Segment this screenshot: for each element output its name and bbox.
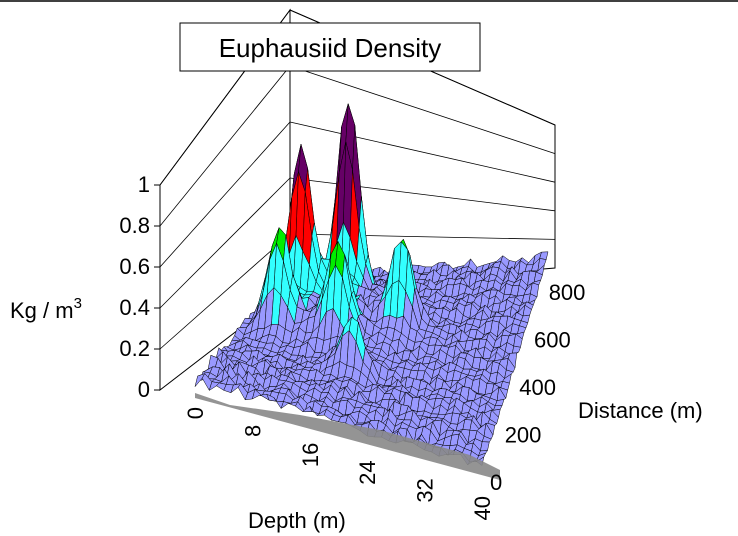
- surface-cell: [480, 441, 490, 452]
- wall-gridline: [289, 121, 556, 183]
- y-tick-label: 600: [534, 327, 571, 352]
- x-axis-label: Depth (m): [248, 508, 346, 533]
- z-tick-label: 0.8: [119, 213, 150, 238]
- y-axis-label: Distance (m): [578, 398, 703, 423]
- x-tick-label: 8: [240, 425, 265, 437]
- title-box: [179, 22, 481, 72]
- wall-gridline: [159, 177, 291, 309]
- z-axis-label: Kg / m3: [10, 295, 82, 323]
- z-tick-label: 0.6: [119, 254, 150, 279]
- z-tick-label: 0.4: [119, 295, 150, 320]
- chart-title: Euphausiid Density: [219, 33, 442, 63]
- wall-gridline: [289, 177, 556, 212]
- floor-base: [195, 393, 500, 480]
- wall-gridline: [159, 121, 291, 268]
- z-tick-label: 0: [138, 377, 150, 402]
- z-axis-ticks: 0 0.2 0.4 0.6 0.8 1: [119, 172, 161, 402]
- y-tick-label: 800: [549, 280, 586, 305]
- y-tick-label: 400: [519, 375, 556, 400]
- x-tick-label: 32: [413, 478, 438, 502]
- x-tick-label: 0: [183, 407, 208, 419]
- z-tick-label: 1: [138, 172, 150, 197]
- y-tick-label: 200: [505, 422, 542, 447]
- x-axis-ticks: 0 8 16 24 32 40: [183, 407, 495, 520]
- wall-gridline: [159, 65, 291, 227]
- wall-gridline: [289, 65, 556, 154]
- z-tick-label: 0.2: [119, 336, 150, 361]
- x-tick-label: 40: [470, 496, 495, 520]
- wall-gridline: [159, 233, 291, 350]
- x-tick-label: 16: [298, 443, 323, 467]
- y-tick-label: 0: [490, 470, 502, 495]
- x-tick-label: 24: [355, 460, 380, 484]
